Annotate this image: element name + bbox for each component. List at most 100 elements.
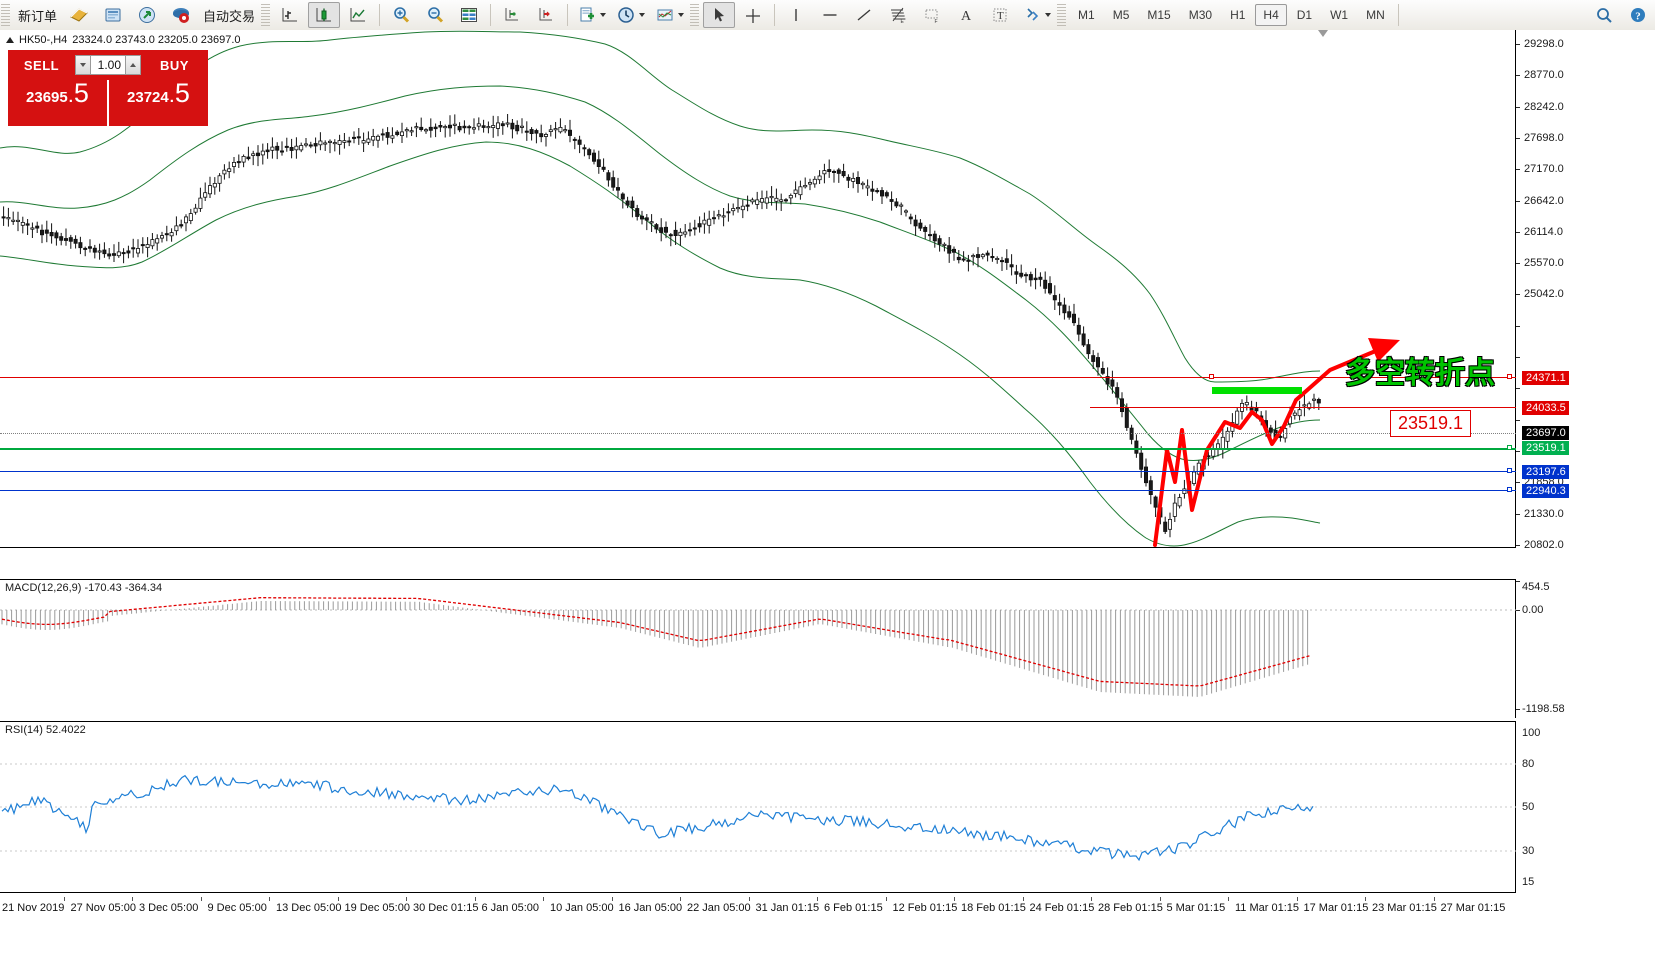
volume-decrease-button[interactable] [75,55,91,75]
autotrading-icon[interactable] [165,2,197,28]
price-level-box-2[interactable]: 23697.0 [1522,426,1569,440]
indicator-list-icon[interactable] [530,2,562,28]
timeframe-d1[interactable]: D1 [1296,8,1313,22]
timeframe-h4[interactable]: H4 [1255,4,1287,26]
auto-trading-button[interactable]: 自动交易 [199,2,259,28]
channel-icon[interactable]: F [916,2,948,28]
text-label-icon[interactable]: A [950,2,982,28]
price-level-box-0[interactable]: 24371.1 [1522,371,1569,385]
timeframe-m30[interactable]: M30 [1188,8,1213,22]
time-tick-label-14: 18 Feb 01:15 [961,902,1026,914]
text-icon[interactable]: T [984,2,1016,28]
collapse-triangle-icon[interactable] [6,37,14,43]
objects-icon[interactable] [1018,2,1055,28]
help-icon[interactable]: ? [1622,2,1654,28]
time-tick-label-6: 30 Dec 01:15 [413,902,479,914]
support-line-green[interactable] [0,448,1516,450]
rsi-plot [0,763,1516,862]
sell-price[interactable]: 23695 . 5 [8,80,107,126]
indicator-icon[interactable] [651,2,688,28]
rsi-pane[interactable]: RSI(14) 52.4022 100 80 50 30 15 21 Nov 2… [0,721,1655,924]
price-pane[interactable]: 多空转折点 23519.1 HK50-,H4 23324.0 23743.0 2… [0,30,1655,578]
timeframe-h1[interactable]: H1 [1230,8,1246,22]
price-tag-annotation[interactable]: 23519.1 [1390,410,1472,437]
template-icon[interactable] [573,2,610,28]
time-tickmark-21 [1433,897,1435,901]
volume-increase-button[interactable] [125,55,141,75]
toolbar-grip-3[interactable] [690,4,700,26]
price-level-box-5[interactable]: 22940.3 [1522,484,1569,498]
crosshair-icon[interactable] [737,2,769,28]
toolbar-grip[interactable] [1,4,10,26]
line-chart-icon[interactable] [342,2,374,28]
data-window-icon[interactable] [496,2,528,28]
price-level-box-3[interactable]: 23519.1 [1522,441,1569,455]
time-tick-label-21: 27 Mar 01:15 [1440,902,1506,914]
buy-button[interactable]: BUY [141,50,208,80]
cursor-icon[interactable] [703,2,736,28]
search-icon[interactable] [1588,2,1620,28]
green-handle[interactable] [1507,445,1512,450]
timeframe-mn[interactable]: MN [1366,8,1385,22]
support-line-blue-1[interactable] [0,471,1516,472]
timeframe-m5[interactable]: M5 [1112,8,1130,22]
price-tickmark-7 [1516,263,1520,265]
time-tickmark-18 [1228,897,1229,901]
ohlc-values: 23324.0 23743.0 23205.0 23697.0 [72,34,241,46]
zoom-in-icon[interactable] [385,2,417,28]
candlestick-chart-icon[interactable] [308,2,341,28]
volume-input[interactable]: 1.00 [91,55,125,75]
chevron-down-icon-2[interactable] [639,13,646,17]
macd-tickmark-1 [1516,610,1520,611]
timeframe-m1[interactable]: M1 [1078,8,1095,22]
price-level-box-4[interactable]: 23197.6 [1522,465,1569,479]
volume-stepper[interactable]: 1.00 [75,50,141,80]
bar-chart-icon[interactable] [274,2,306,28]
buy-price[interactable]: 23724 . 5 [109,80,208,126]
navigator-icon[interactable] [131,2,163,28]
chart-shift-marker[interactable] [1318,30,1328,37]
trendline-icon[interactable] [848,2,880,28]
price-level-box-1[interactable]: 24033.5 [1522,401,1569,415]
chart-area[interactable]: 多空转折点 23519.1 HK50-,H4 23324.0 23743.0 2… [0,30,1655,954]
zoom-out-icon[interactable] [419,2,451,28]
chevron-down-icon-3[interactable] [678,13,685,17]
resistance-handle-1[interactable] [1209,374,1214,379]
horizontal-line-icon[interactable] [814,2,846,28]
vertical-line-icon[interactable] [780,2,812,28]
current-price-line[interactable] [0,433,1516,434]
fibonacci-icon[interactable]: E [882,2,914,28]
svg-text:A: A [961,9,972,24]
timeframe-w1[interactable]: W1 [1330,8,1349,22]
timeframe-m15[interactable]: M15 [1147,8,1171,22]
resistance-line-1[interactable] [0,377,1516,378]
time-tickmark-8 [543,897,544,901]
resistance-handle-1b[interactable] [1507,374,1512,379]
tile-windows-icon[interactable] [453,2,485,28]
period-icon[interactable] [612,2,649,28]
rsi-label: RSI(14) 52.4022 [5,724,86,736]
time-axis[interactable]: 21 Nov 2019 27 Nov 05:00 3 Dec 05:00 9 Dec … [0,897,1516,924]
blue-handle-2[interactable] [1507,487,1512,492]
time-tick-label-11: 31 Jan 01:15 [755,902,820,914]
macd-pane[interactable]: MACD(12,26,9) -170.43 -364.34 454.5 0.00… [0,579,1655,718]
time-tickmark-10 [680,897,681,901]
terminal-icon[interactable] [97,2,129,28]
symbol-period-label: HK50-,H4 [19,34,68,46]
time-tickmark-5 [337,897,339,901]
new-order-button[interactable]: 新订单 [14,2,61,28]
blue-handle-1[interactable] [1507,468,1512,473]
support-line-blue-2[interactable] [0,490,1516,491]
chevron-down-icon-4[interactable] [1045,13,1052,17]
time-tickmark-15 [1022,897,1024,901]
macd-top-separator [0,579,1516,580]
wallet-icon[interactable] [63,2,95,28]
octp-top-row: SELL 1.00 BUY [8,50,208,80]
sell-button[interactable]: SELL [8,50,75,80]
resistance-line-2[interactable] [1090,407,1516,408]
one-click-trading-panel[interactable]: SELL 1.00 BUY 23695 . 5 23724 [8,50,208,126]
hand-drawn-projection [1153,338,1400,547]
toolbar-grip-2[interactable] [261,4,271,26]
chevron-down-icon[interactable] [600,13,607,17]
toolbar-grip-4[interactable] [1057,4,1067,26]
